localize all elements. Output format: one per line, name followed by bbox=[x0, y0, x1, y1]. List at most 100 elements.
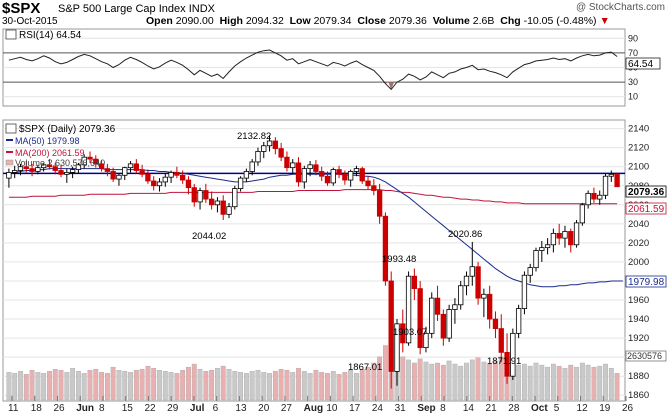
date-tick-label: 8 bbox=[99, 403, 105, 414]
volume-bar bbox=[556, 365, 562, 401]
volume-bar bbox=[325, 373, 330, 401]
annotation-sep-high: 1993.48 bbox=[382, 254, 416, 265]
rsi-tick-label: 10 bbox=[628, 92, 638, 102]
volume-bar bbox=[475, 357, 481, 401]
candle-body bbox=[347, 171, 354, 181]
volume-bar bbox=[197, 368, 203, 401]
candle-body bbox=[17, 166, 24, 171]
volume-bar bbox=[493, 360, 498, 401]
candle-body bbox=[29, 168, 35, 172]
candle-body bbox=[52, 166, 58, 171]
volume-bar bbox=[87, 370, 93, 401]
price-tick-label: 1880 bbox=[628, 371, 649, 382]
volume-bar bbox=[579, 362, 585, 401]
price-tick-label: 2040 bbox=[628, 219, 649, 230]
volume-bar bbox=[516, 364, 522, 401]
candle-body bbox=[266, 140, 273, 147]
volume-bar bbox=[29, 370, 35, 401]
candle-body bbox=[214, 200, 221, 206]
volume-bar bbox=[145, 365, 151, 401]
candle-body bbox=[591, 192, 597, 200]
candle-body bbox=[261, 145, 267, 152]
date-tick-label: Sep bbox=[417, 403, 435, 414]
date-tick-label: 20 bbox=[258, 403, 270, 414]
volume-bar bbox=[290, 372, 296, 401]
volume-bar bbox=[238, 372, 244, 401]
candle-body bbox=[127, 163, 134, 169]
candle-body bbox=[255, 151, 261, 163]
down-arrow-icon: ▼ bbox=[599, 15, 610, 27]
date-tick-label: 22 bbox=[144, 403, 156, 414]
candle-body bbox=[69, 169, 76, 173]
date-tick-label: 31 bbox=[395, 403, 407, 414]
volume-bar bbox=[296, 367, 301, 401]
rsi-value-tag-box bbox=[625, 57, 661, 70]
candle-body bbox=[544, 244, 551, 249]
price-tick-label: 2120 bbox=[628, 143, 649, 154]
volume-bar bbox=[23, 374, 29, 401]
volume-bar bbox=[464, 362, 469, 401]
candle-body bbox=[562, 231, 568, 239]
volume-bar bbox=[330, 371, 336, 401]
volume-bar bbox=[284, 370, 290, 401]
volume-bar bbox=[406, 359, 411, 401]
annotation-high-jul: 2132.82 bbox=[237, 131, 271, 142]
candle-body bbox=[203, 190, 209, 200]
volume-bar bbox=[342, 372, 348, 401]
candle-body bbox=[313, 164, 319, 172]
rsi-label: RSI(14) 64.54 bbox=[19, 30, 82, 41]
rsi-label-box: RSI(14) 64.54 bbox=[5, 29, 82, 41]
ma50-tag: 1979.98 bbox=[628, 277, 665, 288]
candle-body bbox=[122, 167, 128, 176]
index-fullname: S&P 500 Large Cap Index bbox=[58, 3, 186, 15]
candle-body bbox=[440, 313, 446, 339]
candles bbox=[6, 135, 620, 389]
volume-bars bbox=[6, 337, 620, 401]
volume-bar bbox=[35, 372, 41, 401]
volume-bar bbox=[446, 360, 452, 401]
volume-bar bbox=[180, 370, 186, 401]
candle-body bbox=[46, 164, 53, 168]
candle-body bbox=[573, 222, 580, 246]
volume-bar bbox=[429, 363, 435, 401]
volume-bar bbox=[522, 363, 527, 401]
candle-body bbox=[353, 168, 360, 172]
candle-body bbox=[579, 204, 586, 224]
price-tick-label: 2000 bbox=[628, 257, 649, 268]
volume-bar bbox=[377, 356, 383, 401]
volume-bar bbox=[481, 361, 487, 401]
annotation-aug-low: 1867.01 bbox=[348, 362, 382, 373]
price-tick-label: 2020 bbox=[628, 238, 649, 249]
chg-label: Chg bbox=[500, 15, 521, 27]
volume-bar bbox=[52, 368, 58, 401]
ohlc-summary: Open 2090.00 High 2094.32 Low 2079.34 Cl… bbox=[146, 15, 610, 27]
candle-body bbox=[272, 140, 279, 150]
volume-bar bbox=[215, 367, 220, 401]
volume-bar bbox=[568, 364, 574, 401]
volume-bar bbox=[174, 373, 180, 401]
volume-bar bbox=[128, 372, 133, 401]
volume-bar bbox=[18, 371, 23, 401]
volume-bar bbox=[209, 370, 215, 401]
price-tick-label: 1940 bbox=[628, 314, 649, 325]
candle-body bbox=[597, 194, 603, 200]
date-tick-label: 26 bbox=[622, 403, 634, 414]
volume-bar bbox=[139, 368, 145, 401]
volume-bar bbox=[220, 365, 226, 401]
candle-body bbox=[342, 173, 348, 181]
volume-bar bbox=[12, 373, 18, 401]
rsi-tick-label: 90 bbox=[628, 33, 638, 43]
candle-body bbox=[539, 247, 545, 251]
rsi-grid bbox=[3, 37, 625, 98]
volume-bar bbox=[133, 370, 139, 401]
volume-bar bbox=[267, 373, 272, 401]
legend-title: $SPX (Daily) 2079.36 bbox=[19, 124, 116, 135]
volume-bar bbox=[417, 358, 423, 401]
volume-bar bbox=[64, 372, 70, 401]
index-name: S&P 500 Large Cap Index INDX bbox=[58, 3, 215, 15]
volume-bar bbox=[336, 374, 342, 401]
volume-bar bbox=[382, 345, 388, 401]
rsi-tick-label: 30 bbox=[628, 77, 638, 87]
ma50-tag-box bbox=[625, 275, 667, 288]
close-tag-box bbox=[625, 185, 667, 198]
